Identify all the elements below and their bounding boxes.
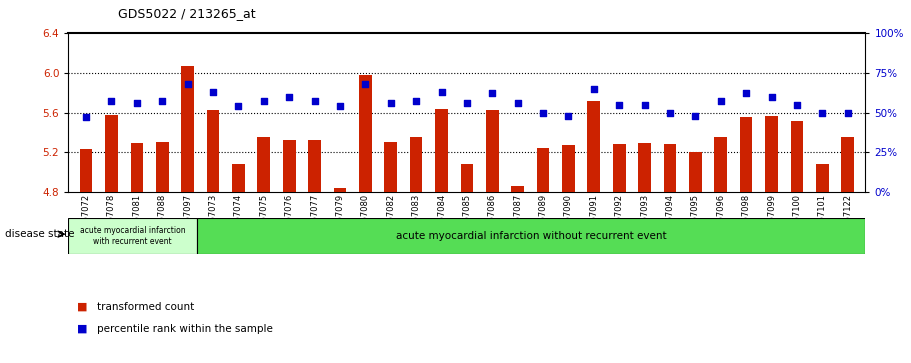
Point [510,100,525,106]
Bar [663,144,676,192]
Bar [80,150,92,192]
Point [281,94,296,99]
Bar [740,117,752,192]
Text: disease state: disease state [5,229,74,239]
Bar [197,218,865,254]
Point [333,103,347,109]
Point [384,100,398,106]
Point [485,90,499,96]
Bar [588,101,600,192]
Text: percentile rank within the sample: percentile rank within the sample [97,323,273,334]
Point [129,100,144,106]
Bar [714,138,727,192]
Bar [639,143,651,192]
Bar [333,188,346,192]
Bar [258,138,271,192]
Bar [613,144,626,192]
Text: acute myocardial infarction without recurrent event: acute myocardial infarction without recu… [396,231,667,241]
Bar [689,152,701,192]
Bar [308,140,321,192]
Point [435,89,449,95]
Point [561,113,576,119]
Bar [511,187,524,192]
Bar [816,164,829,192]
Point [815,110,830,115]
Bar [537,148,549,192]
Bar [359,75,372,192]
Point [662,110,677,115]
Text: ■: ■ [77,302,88,312]
Text: transformed count: transformed count [97,302,195,312]
Bar [562,146,575,192]
Point [155,98,169,104]
Point [713,98,728,104]
Bar [68,218,197,254]
Point [409,98,424,104]
Point [764,94,779,99]
Bar [435,109,448,192]
Bar [156,143,169,192]
Point [536,110,550,115]
Bar [410,138,423,192]
Point [688,113,702,119]
Bar [384,143,397,192]
Bar [181,66,194,192]
Bar [461,164,473,192]
Text: GDS5022 / 213265_at: GDS5022 / 213265_at [118,7,256,20]
Point [587,86,601,91]
Point [180,81,195,87]
Bar [207,110,220,192]
Bar [130,143,143,192]
Point [307,98,322,104]
Point [79,114,94,120]
Point [840,110,855,115]
Point [257,98,271,104]
Point [638,102,652,107]
Point [790,102,804,107]
Text: acute myocardial infarction
with recurrent event: acute myocardial infarction with recurre… [80,226,186,246]
Bar [842,138,854,192]
Bar [765,115,778,192]
Bar [105,115,118,192]
Bar [791,121,804,192]
Point [206,89,220,95]
Point [459,100,474,106]
Point [739,90,753,96]
Point [104,98,118,104]
Bar [486,110,498,192]
Bar [232,164,245,192]
Point [231,103,246,109]
Bar [282,140,295,192]
Point [358,81,373,87]
Point [612,102,627,107]
Text: ■: ■ [77,323,88,334]
